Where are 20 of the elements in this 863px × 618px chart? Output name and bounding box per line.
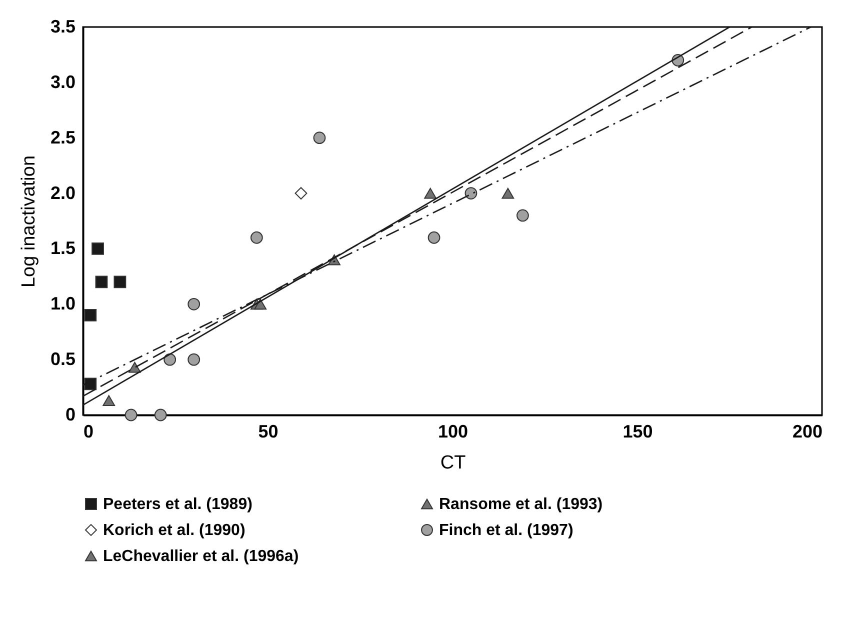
y-tick-label: 1.0 bbox=[50, 294, 76, 314]
legend-label: Finch et al. (1997) bbox=[439, 522, 574, 539]
x-tick-label: 200 bbox=[792, 422, 822, 442]
y-tick-label: 3.0 bbox=[50, 72, 76, 92]
y-tick-label: 2.5 bbox=[50, 127, 76, 148]
x-tick-label: 100 bbox=[438, 422, 468, 442]
x-tick-label: 50 bbox=[258, 422, 278, 442]
legend-label: Peeters et al. (1989) bbox=[103, 496, 252, 513]
y-axis-title: Log inactivation bbox=[18, 155, 40, 288]
legend-label: LeChevallier et al. (1996a) bbox=[103, 548, 299, 565]
x-axis-title: CT bbox=[440, 452, 466, 474]
legend-label: Ransome et al. (1993) bbox=[439, 496, 603, 513]
y-tick-label: 0.5 bbox=[50, 349, 76, 370]
y-tick-label: 1.5 bbox=[50, 238, 76, 258]
y-tick-label: 3.5 bbox=[50, 16, 76, 36]
x-tick-label: 0 bbox=[84, 422, 94, 442]
x-tick-label: 150 bbox=[622, 422, 653, 442]
y-tick-label: 0 bbox=[65, 404, 76, 424]
legend-label: Korich et al. (1990) bbox=[103, 522, 246, 539]
y-tick-label: 2.0 bbox=[50, 182, 76, 203]
